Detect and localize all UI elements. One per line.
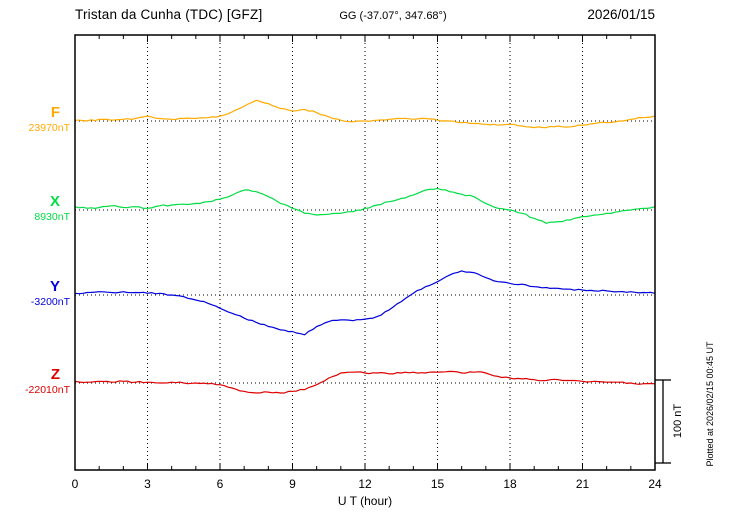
series-baseline-value: -22010nT: [25, 384, 70, 396]
x-tick-label: 3: [144, 477, 151, 491]
series-label-y: Y -3200nT: [6, 279, 70, 308]
series-letter: Z: [50, 366, 60, 383]
plotted-at-note: Plotted at 2026/02/15 00:45 UT: [705, 341, 715, 467]
x-tick-label: 9: [289, 477, 296, 491]
series-label-x: X 8930nT: [6, 194, 70, 223]
series-baseline-value: -3200nT: [30, 296, 70, 308]
series-label-z: Z -22010nT: [6, 367, 70, 396]
geographic-coordinates: GG (-37.07°, 347.68°): [339, 10, 447, 22]
series-letter: Y: [49, 278, 60, 295]
plot-date: 2026/01/15: [587, 7, 655, 22]
x-tick-label: 18: [503, 477, 517, 491]
station-title: Tristan da Cunha (TDC) [GFZ]: [75, 7, 263, 22]
x-tick-label: 21: [575, 477, 590, 491]
series-letter: F: [50, 104, 60, 121]
x-tick-label: 0: [71, 477, 79, 491]
x-tick-label: 24: [648, 477, 662, 491]
x-tick-label: 6: [216, 477, 224, 491]
series-label-f: F 23970nT: [6, 105, 70, 134]
x-axis-title: U T (hour): [337, 494, 393, 508]
series-letter: X: [49, 193, 60, 210]
x-tick-label: 15: [430, 477, 445, 491]
series-baseline-value: 23970nT: [28, 122, 70, 134]
series-baseline-value: 8930nT: [34, 211, 70, 223]
x-tick-label: 12: [358, 477, 372, 491]
scale-bar-label: 100 nT: [672, 403, 684, 439]
